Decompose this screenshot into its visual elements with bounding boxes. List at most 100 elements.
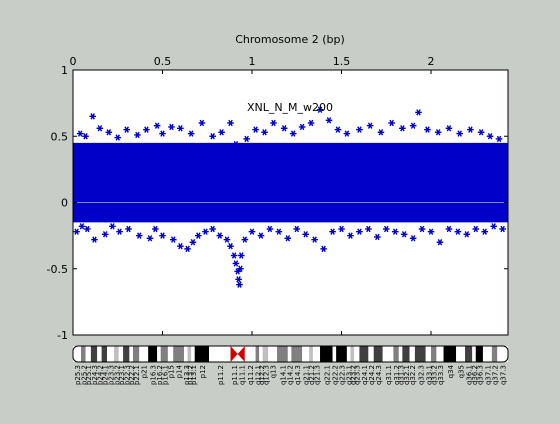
ideogram-band — [497, 346, 508, 362]
scatter-point — [356, 228, 363, 235]
ideogram-band-label: p16.2 — [156, 365, 164, 385]
scatter-point — [316, 106, 324, 113]
ideogram-band-label: q35 — [458, 365, 466, 378]
ideogram-band-label: q22.2 — [331, 365, 339, 385]
scatter-point — [499, 225, 506, 233]
ideogram-band — [230, 346, 238, 362]
ideogram-band-label: q32.3 — [417, 365, 425, 385]
ideogram-band — [101, 346, 108, 362]
scatter-point — [436, 239, 444, 246]
ideogram-band-label: p12 — [199, 365, 207, 378]
ideogram-band-label: p15 — [168, 365, 176, 378]
scatter-point — [152, 225, 159, 233]
scatter-point — [189, 239, 197, 246]
ideogram-band — [107, 346, 115, 362]
ideogram-band-label: q31.1 — [385, 365, 393, 385]
ideogram-band-label: q12.2 — [258, 365, 266, 385]
ideogram-band — [277, 346, 288, 362]
ideogram-band — [287, 346, 292, 362]
scatter-point — [365, 225, 372, 233]
ideogram-band-label: q32.1 — [403, 365, 411, 385]
ideogram-band — [309, 346, 313, 362]
scatter-point — [481, 228, 489, 235]
scatter-point — [399, 125, 406, 132]
ideogram-band — [336, 346, 347, 362]
scatter-point — [400, 231, 408, 238]
ideogram-band — [209, 346, 231, 362]
scatter-point — [427, 228, 435, 235]
scatter-point — [490, 223, 497, 230]
ideogram-band — [139, 346, 149, 362]
scatter-point — [109, 223, 116, 230]
scatter-point — [415, 109, 422, 116]
ideogram-band — [157, 346, 161, 362]
ideogram-band-label: p13.3 — [183, 365, 191, 385]
ideogram-band — [123, 346, 130, 362]
scatter-point — [377, 129, 385, 136]
ideogram-band-label: q23.2 — [349, 365, 357, 385]
scatter-point — [280, 125, 288, 132]
scatter-point — [486, 133, 494, 140]
ideogram-band — [425, 346, 432, 362]
scatter-point — [257, 232, 265, 239]
ideogram-band-label: p16.1 — [161, 365, 169, 385]
scatter-point — [347, 232, 354, 239]
ideogram-band — [398, 346, 403, 362]
ideogram-band — [354, 346, 360, 362]
ideogram-band — [73, 346, 82, 362]
ideogram-band-label: q33.3 — [437, 365, 445, 385]
ideogram-band — [456, 346, 466, 362]
ideogram-band — [382, 346, 394, 362]
ideogram-band — [320, 346, 333, 362]
ideogram-band-label: q21.1 — [303, 365, 311, 385]
scatter-point — [298, 123, 306, 131]
ideogram-band-label: q37.3 — [500, 365, 508, 385]
y-tick-label: 0.5 — [51, 130, 69, 143]
ideogram-band — [350, 346, 355, 362]
ideogram-band-label: p24.2 — [96, 365, 104, 385]
scatter-point — [209, 225, 216, 233]
ideogram-band — [482, 346, 492, 362]
ideogram-band-label: p11.2 — [217, 365, 225, 385]
scatter-point — [261, 129, 268, 136]
ideogram-band-label: p23.1 — [118, 365, 126, 385]
ideogram-band-label: p25.2 — [80, 365, 88, 385]
ideogram-band-label: p13.1 — [190, 365, 198, 385]
ideogram-band — [465, 346, 473, 362]
scatter-point — [236, 281, 243, 288]
ideogram-band-label: q11.2 — [247, 365, 255, 385]
ideogram-band-label: q24.2 — [368, 365, 376, 385]
ideogram-band-label: p11.1 — [231, 365, 239, 385]
scatter-point — [248, 228, 256, 235]
ideogram-band — [312, 346, 321, 362]
ideogram-band — [85, 346, 91, 362]
ideogram-band — [436, 346, 444, 362]
scatter-point — [232, 260, 240, 267]
ideogram-band-label: q23.1 — [346, 365, 354, 385]
scatter-point — [159, 232, 166, 239]
ideogram-band — [167, 346, 174, 362]
ideogram-band — [160, 346, 168, 362]
scatter-point — [334, 126, 342, 133]
ideogram-band — [81, 346, 86, 362]
ideogram-band — [268, 346, 278, 362]
x-tick-label: 0 — [70, 55, 77, 68]
ideogram-band — [148, 346, 158, 362]
ideogram-band — [194, 346, 210, 362]
scatter-point — [195, 232, 202, 239]
ideogram-band-label: q36.2 — [471, 365, 479, 385]
ideogram-band — [332, 346, 337, 362]
ideogram-band-label: q11.1 — [238, 365, 246, 385]
scatter-point — [467, 126, 474, 133]
scatter-point — [177, 243, 184, 250]
scatter-point — [456, 130, 463, 137]
scatter-point — [76, 130, 84, 137]
scatter-point — [125, 225, 132, 233]
ideogram-band — [237, 346, 245, 362]
ideogram-band — [359, 346, 369, 362]
scatter-point — [289, 130, 297, 137]
ideogram-band-label: q22.3 — [339, 365, 347, 385]
scatter-point — [209, 133, 216, 140]
